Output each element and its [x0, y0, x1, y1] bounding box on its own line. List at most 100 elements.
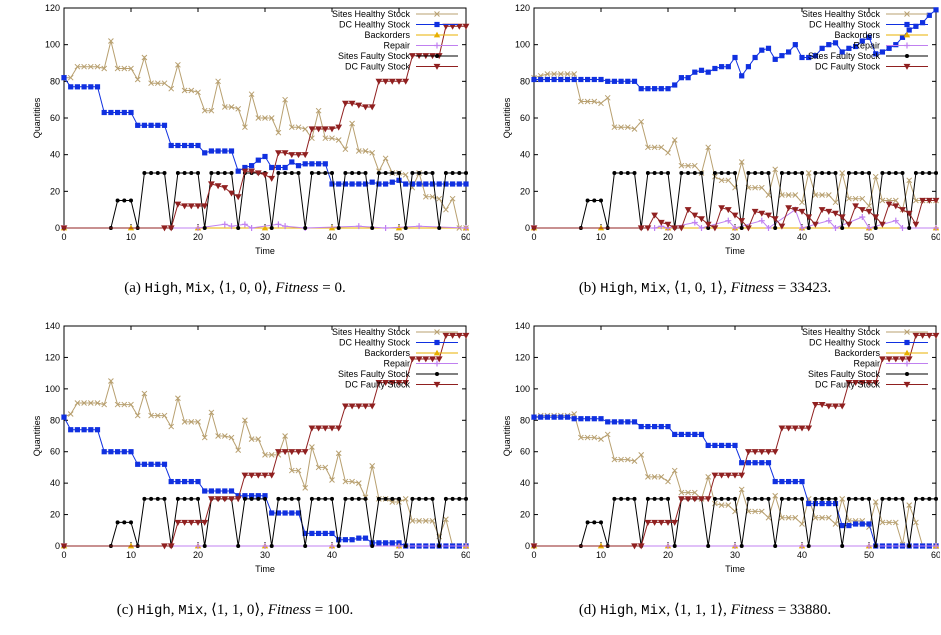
data-point-sites_healthy [195, 89, 201, 96]
data-point-dc_faulty [315, 126, 322, 133]
data-point-dc_healthy [383, 540, 389, 546]
data-point-dc_faulty [651, 212, 658, 219]
data-point-sites_faulty [142, 171, 147, 175]
data-point-dc_healthy [732, 54, 738, 61]
y-tick-label: 60 [50, 113, 60, 123]
data-point-dc_healthy [175, 478, 181, 485]
data-point-repair [382, 225, 389, 231]
data-point-sites_faulty [867, 171, 871, 175]
data-point-dc_healthy [625, 78, 631, 84]
data-point-sites_healthy [175, 395, 181, 402]
data-point-repair [799, 543, 805, 549]
data-point-sites_faulty [269, 226, 274, 230]
data-point-dc_faulty [530, 225, 538, 232]
data-point-sites_faulty [666, 171, 670, 175]
legend-label-sites_faulty: Sites Faulty Stock [808, 369, 881, 379]
y-tick-label: 60 [520, 113, 530, 123]
data-point-dc_healthy [571, 416, 577, 422]
data-point-sites_faulty [599, 198, 603, 203]
data-point-sites_faulty [800, 171, 804, 175]
y-tick-label: 80 [50, 415, 60, 425]
data-point-sites_faulty [860, 171, 865, 175]
data-point-sites_healthy [645, 474, 651, 480]
data-point-sites_faulty [813, 171, 818, 175]
data-point-dc_healthy [752, 54, 758, 61]
data-point-sites_healthy [598, 436, 604, 442]
data-point-sites_healthy [879, 197, 886, 204]
data-point-sites_faulty [149, 171, 154, 175]
data-point-dc_faulty [704, 221, 712, 228]
x-tick-label: 50 [864, 232, 874, 242]
data-point-sites_faulty [706, 544, 711, 548]
data-point-sites_faulty [625, 496, 630, 501]
data-point-sites_faulty [363, 171, 368, 175]
data-point-dc_healthy [759, 47, 765, 53]
data-point-dc_faulty [248, 472, 255, 479]
data-point-sites_healthy [705, 144, 712, 151]
data-point-dc_healthy [309, 530, 315, 537]
data-point-sites_faulty [236, 226, 241, 230]
legend-marker-backorders [433, 31, 441, 38]
data-point-dc_faulty [308, 126, 316, 133]
data-point-dc_healthy [436, 181, 442, 187]
data-point-sites_faulty [289, 496, 294, 501]
data-point-dc_faulty [348, 403, 356, 410]
data-point-sites_healthy [705, 474, 712, 480]
data-point-sites_faulty [907, 544, 912, 548]
legend-label-backorders: Backorders [834, 30, 880, 40]
data-point-dc_healthy [195, 142, 201, 149]
data-point-dc_faulty [241, 472, 249, 479]
data-point-dc_healthy [322, 530, 328, 537]
data-point-repair [262, 543, 268, 549]
data-point-dc_healthy [585, 76, 591, 83]
data-point-repair [825, 217, 832, 224]
data-point-sites_faulty [759, 496, 764, 501]
data-point-sites_faulty [820, 496, 825, 501]
data-point-sites_healthy [443, 206, 449, 213]
caption-prefix: (b) [578, 280, 597, 296]
data-point-sites_faulty [920, 496, 925, 501]
y-tick-label: 20 [50, 186, 60, 196]
data-point-dc_faulty [174, 201, 182, 208]
legend-label-dc_faulty: DC Faulty Stock [815, 62, 881, 72]
data-point-sites_healthy [604, 94, 611, 101]
data-point-sites_healthy [221, 104, 228, 110]
data-point-sites_healthy [154, 412, 161, 419]
data-point-dc_healthy [161, 461, 168, 467]
data-point-sites_faulty [766, 171, 771, 175]
data-point-sites_healthy [134, 76, 141, 83]
data-point-sites_healthy [161, 80, 168, 87]
data-point-dc_healthy [182, 142, 188, 149]
data-point-dc_faulty [315, 425, 322, 432]
data-point-sites_faulty [330, 171, 334, 175]
data-point-sites_healthy [121, 65, 128, 72]
data-point-dc_faulty [268, 472, 276, 479]
legend-label-backorders: Backorders [364, 30, 410, 40]
data-point-sites_healthy [825, 514, 832, 521]
data-point-dc_faulty [698, 216, 705, 223]
data-point-dc_faulty [455, 332, 463, 339]
data-point-sites_faulty [746, 496, 751, 501]
x-tick-label: 50 [864, 550, 874, 560]
data-point-dc_faulty [395, 78, 403, 85]
data-point-sites_faulty [256, 496, 261, 501]
data-point-dc_faulty [785, 425, 792, 432]
data-point-sites_faulty [893, 171, 898, 175]
data-point-dc_faulty [221, 496, 229, 503]
data-point-dc_faulty [254, 472, 262, 479]
data-point-dc_faulty [335, 425, 343, 432]
data-point-dc_faulty [865, 379, 873, 386]
data-point-repair [228, 223, 235, 230]
data-point-dc_faulty [382, 78, 389, 85]
data-point-sites_healthy [551, 71, 557, 77]
data-point-sites_healthy [624, 456, 631, 463]
y-tick-label: 20 [520, 510, 530, 520]
data-point-repair [732, 543, 738, 549]
data-point-sites_healthy [892, 519, 899, 526]
legend-label-backorders: Backorders [834, 348, 880, 358]
data-point-dc_healthy [115, 449, 121, 455]
data-point-sites_faulty [202, 226, 207, 230]
legend-label-dc_healthy: DC Healthy Stock [809, 338, 881, 348]
x-tick-label: 30 [730, 232, 740, 242]
data-point-sites_healthy [108, 38, 114, 44]
